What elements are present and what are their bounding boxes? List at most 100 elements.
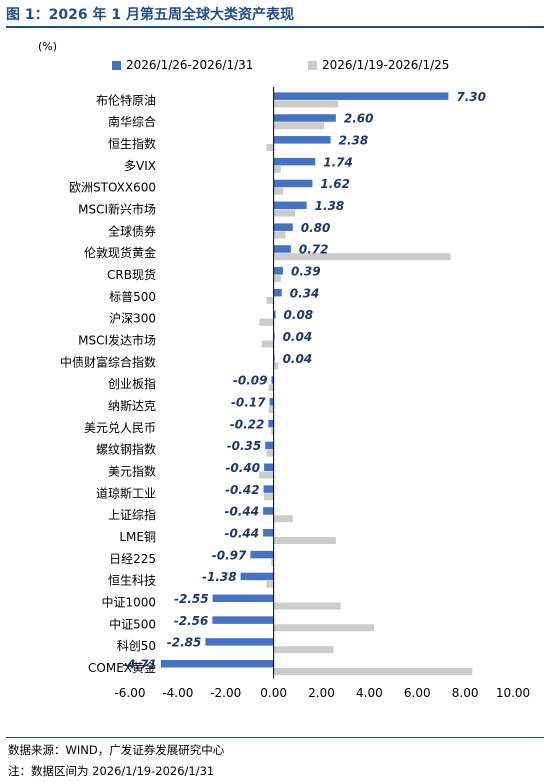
- x-tick-label: -2.00: [210, 686, 241, 700]
- bar-current: [263, 485, 274, 493]
- data-label: 0.80: [301, 221, 331, 235]
- category-label: 美元指数: [108, 464, 156, 479]
- category-label: MSCI发达市场: [78, 333, 156, 348]
- category-label: 沪深300: [109, 312, 156, 326]
- x-tick-label: -6.00: [114, 686, 145, 700]
- category-label: 创业板指: [108, 376, 156, 391]
- bar-previous: [273, 100, 339, 108]
- legend-swatch-current: [112, 60, 121, 70]
- data-label: -2.56: [174, 614, 209, 628]
- data-label: -0.09: [233, 374, 268, 388]
- bar-current: [160, 659, 274, 668]
- bar-current: [268, 419, 274, 428]
- range-note: 注：数据区间为 2026/1/19-2026/1/31: [8, 764, 215, 778]
- data-label: 1.62: [320, 177, 350, 191]
- data-label: 0.04: [283, 352, 313, 366]
- data-label: -0.35: [227, 439, 262, 453]
- data-label: -4.71: [122, 657, 157, 671]
- x-tick-label: 0.00: [260, 686, 287, 700]
- bar-previous: [268, 406, 274, 414]
- data-label: 0.08: [284, 308, 314, 322]
- bar-current: [273, 201, 307, 210]
- data-label: 2.60: [344, 112, 374, 126]
- bar-current: [264, 463, 274, 472]
- category-label: 欧洲STOXX600: [69, 181, 156, 195]
- bar-current: [273, 114, 336, 122]
- category-label: 伦敦现货黄金: [84, 245, 156, 260]
- category-label: 美元兑人民币: [84, 421, 156, 435]
- data-label: 1.74: [323, 155, 353, 169]
- x-tick-label: -4.00: [162, 686, 193, 700]
- x-tick-label: 6.00: [404, 686, 431, 700]
- bar-previous: [266, 144, 274, 152]
- footer-divider: [6, 737, 544, 738]
- category-label: 上证综指: [108, 507, 156, 522]
- bar-current: [212, 594, 274, 603]
- x-tick-label: 8.00: [452, 686, 479, 700]
- legend-label-current: 2026/1/26-2026/1/31: [126, 58, 254, 72]
- category-label: 标普500: [109, 290, 156, 304]
- data-label: 0.04: [283, 330, 313, 344]
- bar-current: [273, 179, 313, 188]
- category-label: 日经225: [109, 552, 156, 566]
- data-label: -0.44: [224, 505, 259, 519]
- data-label: -0.22: [230, 417, 265, 431]
- x-tick-label: 10.00: [496, 686, 530, 700]
- bar-previous: [273, 624, 375, 632]
- bar-current: [273, 136, 331, 144]
- bar-previous: [273, 122, 324, 130]
- data-label: -2.55: [174, 592, 209, 606]
- bar-previous: [273, 231, 286, 239]
- source-note: 数据来源：WIND，广发证券发展研究中心: [8, 743, 225, 757]
- category-label: 中债财富综合指数: [60, 354, 156, 369]
- bar-current: [273, 92, 449, 100]
- bar-current: [240, 572, 274, 581]
- category-label: 螺纹钢指数: [96, 442, 156, 457]
- data-label: 0.39: [291, 265, 321, 279]
- category-label: 全球债券: [108, 223, 156, 238]
- category-label: 中证500: [109, 616, 156, 631]
- chart-title: 图 1：2026 年 1 月第五周全球大类资产表现: [6, 7, 294, 23]
- data-label: -0.40: [225, 461, 260, 475]
- data-label: -0.97: [212, 548, 247, 562]
- category-label: LME铜: [119, 529, 156, 544]
- data-label: -0.42: [225, 483, 260, 497]
- bar-previous: [266, 296, 274, 304]
- category-label: 道琼斯工业: [96, 485, 156, 500]
- bar-previous: [273, 209, 296, 217]
- bar-current: [273, 288, 282, 297]
- category-label: CRB现货: [107, 267, 156, 282]
- bar-current: [273, 245, 291, 253]
- bar-previous: [271, 558, 274, 566]
- bar-previous: [266, 580, 274, 588]
- bar-previous: [273, 187, 284, 195]
- bar-current: [263, 529, 274, 537]
- bar-previous: [271, 427, 274, 435]
- category-label: 恒生科技: [108, 574, 156, 588]
- legend-label-previous: 2026/1/19-2026/1/25: [322, 58, 450, 72]
- unit-label: (%): [38, 40, 58, 53]
- data-label: 7.30: [456, 90, 486, 104]
- bar-current: [273, 267, 283, 275]
- x-tick-label: 4.00: [356, 686, 383, 700]
- data-label: 2.38: [339, 134, 369, 148]
- bar-previous: [264, 493, 274, 501]
- bar-current: [265, 441, 274, 450]
- data-label: -2.85: [167, 636, 202, 650]
- category-label: 中证1000: [101, 595, 156, 610]
- bar-previous: [259, 471, 274, 479]
- bar-current: [273, 310, 276, 319]
- category-label: 南华综合: [108, 114, 156, 129]
- bar-previous: [273, 515, 293, 523]
- bar-previous: [268, 384, 274, 392]
- bar-previous: [261, 340, 274, 348]
- bar-current: [205, 638, 274, 646]
- title-divider: [6, 26, 544, 28]
- bar-current: [273, 223, 293, 231]
- bar-previous: [273, 537, 336, 545]
- bar-current: [269, 398, 274, 406]
- category-label: 多VIX: [124, 159, 156, 173]
- bar-chart: 布伦特原油 7.30 南华综合 2.60 恒生指数 2.38 多VIX 1.74 欧洲STOXX…: [60, 87, 530, 700]
- category-label: 纳斯达克: [108, 399, 156, 413]
- data-label: -0.17: [231, 396, 266, 410]
